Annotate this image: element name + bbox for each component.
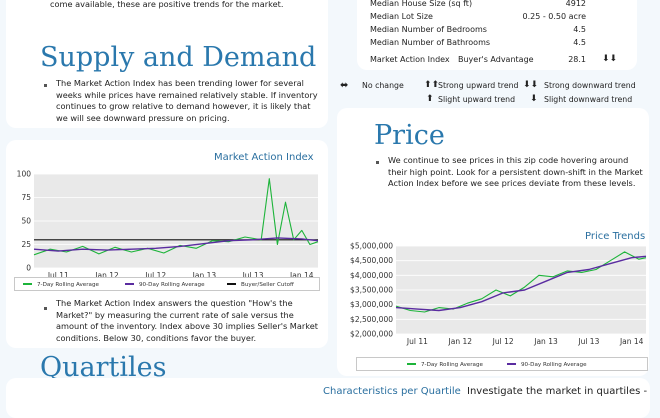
legend-label: 7-Day Rolling Average xyxy=(421,362,483,368)
slight-up-label: Slight upward trend xyxy=(438,95,516,104)
x-tick-label: Jan 14 xyxy=(289,271,314,280)
slight-up-icon: ⬆ xyxy=(426,94,434,104)
y-tick-label: $2,000,000 xyxy=(350,330,393,339)
x-tick-label: Jul 11 xyxy=(406,337,428,346)
stat-value: 4912 xyxy=(565,0,586,8)
mai-chart-legend: 7-Day Rolling Average 90-Day Rolling Ave… xyxy=(14,277,320,291)
y-tick-label: 100 xyxy=(17,170,32,179)
legend-swatch-cutoff xyxy=(227,283,236,285)
strong-up-icon: ⬆⬆ xyxy=(424,80,440,90)
quartiles-subtitle: Characteristics per Quartile xyxy=(323,386,461,397)
series-line-90day xyxy=(33,237,319,252)
price-chart-legend: 7-Day Rolling Average 90-Day Rolling Ave… xyxy=(356,357,648,371)
quartiles-investigate-text: Investigate the market in quartiles - xyxy=(467,386,648,397)
mai-value: 28.1 xyxy=(568,55,586,64)
y-tick-label: 25 xyxy=(21,240,31,249)
no-change-icon: ⬌ xyxy=(340,80,349,91)
stat-value: 4.5 xyxy=(573,25,586,34)
series-line-7day xyxy=(395,251,647,313)
x-tick-label: Jan 14 xyxy=(619,337,644,346)
bullet xyxy=(376,161,379,164)
stat-value: 4.5 xyxy=(573,38,586,47)
x-tick-label: Jan 13 xyxy=(533,337,558,346)
intro-text: come available, these are positive trend… xyxy=(50,0,284,9)
series-line-90day xyxy=(395,255,647,312)
y-tick-label: $3,000,000 xyxy=(350,300,393,309)
y-tick-label: $2,500,000 xyxy=(350,315,393,324)
stat-label: Median House Size (sq ft) xyxy=(370,0,473,8)
supply-demand-title: Supply and Demand xyxy=(40,42,317,73)
x-tick-label: Jul 13 xyxy=(242,271,264,280)
bullet xyxy=(44,84,47,87)
legend-label: 90-Day Rolling Average xyxy=(139,282,205,288)
stats-card xyxy=(357,0,637,70)
no-change-label: No change xyxy=(362,81,404,90)
quartiles-card xyxy=(6,378,650,418)
mai-label: Market Action Index xyxy=(370,55,450,64)
mai-arrows-icon: ⬇⬇ xyxy=(602,54,618,64)
mai-type: Buyer's Advantage xyxy=(458,55,534,64)
legend-swatch-7day xyxy=(407,363,416,365)
strong-down-icon: ⬇⬇ xyxy=(523,80,539,90)
stat-label: Median Lot Size xyxy=(370,12,433,21)
legend-label: 7-Day Rolling Average xyxy=(37,282,99,288)
y-tick-label: 50 xyxy=(21,217,31,226)
legend-swatch-90day xyxy=(507,363,516,365)
price-title: Price xyxy=(374,120,445,151)
legend-swatch-90day xyxy=(125,283,134,285)
y-tick-label: $4,000,000 xyxy=(350,271,393,280)
bullet xyxy=(44,307,47,310)
x-tick-label: Jul 12 xyxy=(144,271,166,280)
supply-demand-paragraph: The Market Action Index has been trendin… xyxy=(56,78,318,123)
x-tick-label: Jan 13 xyxy=(192,271,217,280)
y-tick-label: 0 xyxy=(26,264,31,273)
quartiles-title: Quartiles xyxy=(40,352,167,383)
y-tick-label: $4,500,000 xyxy=(350,256,393,265)
legend-label: 90-Day Rolling Average xyxy=(521,362,587,368)
mai-chart: 0 25 50 75 100 Jul 11 Jan 12 Jul 12 Jan 13 Jul 13… xyxy=(17,170,319,280)
strong-down-label: Strong downward trend xyxy=(544,81,636,90)
stat-label: Median Number of Bathrooms xyxy=(370,38,491,47)
y-tick-label: $3,500,000 xyxy=(350,286,393,295)
x-tick-label: Jan 12 xyxy=(448,337,473,346)
strong-up-label: Strong upward trend xyxy=(438,81,519,90)
mai-description: The Market Action Index answers the ques… xyxy=(56,298,318,343)
price-paragraph: We continue to see prices in this zip co… xyxy=(388,155,643,188)
supply-demand-card xyxy=(6,0,328,128)
price-chart: $2,000,000 $2,500,000 $3,000,000 $3,500,000… xyxy=(350,242,647,346)
x-tick-label: Jul 13 xyxy=(577,337,599,346)
x-tick-label: Jul 11 xyxy=(47,271,69,280)
stat-label: Median Number of Bedrooms xyxy=(370,25,487,34)
mai-chart-title: Market Action Index xyxy=(214,152,314,163)
legend-label: Buyer/Seller Cutoff xyxy=(241,282,294,288)
slight-down-label: Slight downward trend xyxy=(544,95,633,104)
y-tick-label: 75 xyxy=(21,193,31,202)
x-tick-label: Jan 12 xyxy=(94,271,119,280)
slight-down-icon: ⬇ xyxy=(530,94,538,104)
price-chart-title: Price Trends xyxy=(585,231,646,242)
legend-swatch-7day xyxy=(23,283,32,285)
y-tick-label: $5,000,000 xyxy=(350,242,393,251)
x-tick-label: Jul 12 xyxy=(492,337,514,346)
stat-value: 0.25 - 0.50 acre xyxy=(522,12,586,21)
